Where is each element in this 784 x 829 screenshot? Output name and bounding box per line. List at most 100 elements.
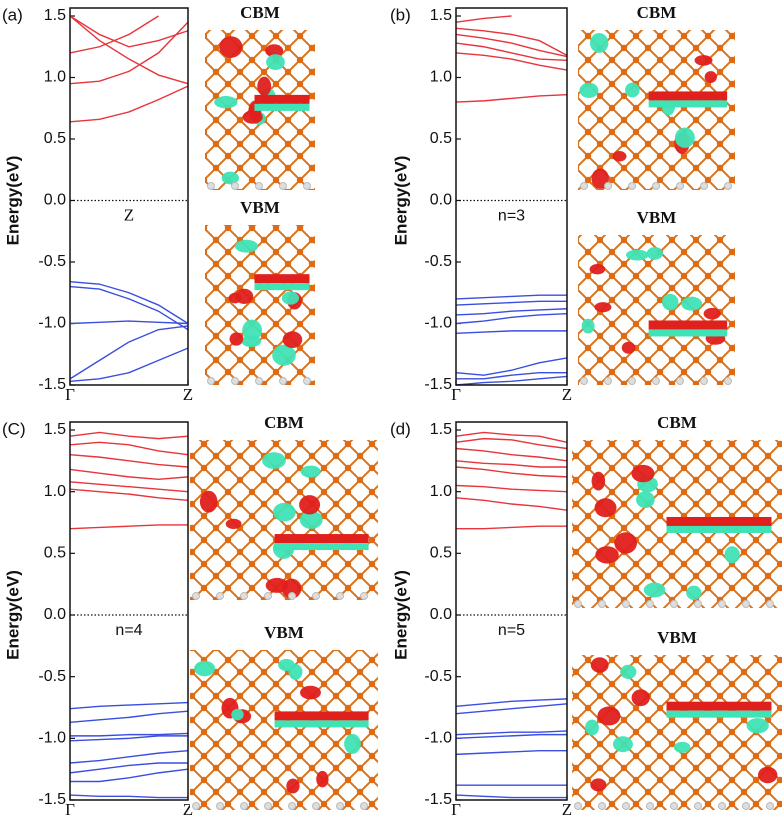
image-label: VBM — [637, 208, 677, 227]
charge-blob — [581, 318, 595, 334]
band-line — [69, 347, 189, 383]
band-line — [455, 484, 568, 493]
hydrogen-atom — [192, 592, 200, 600]
charge-band — [648, 100, 728, 108]
y-tick-label: 1.0 — [44, 483, 66, 500]
hydrogen-atom — [598, 600, 606, 608]
hydrogen-atom — [312, 592, 320, 600]
hydrogen-atom — [646, 802, 654, 810]
charge-blob — [219, 36, 243, 58]
x-tick-label: Γ — [451, 800, 461, 819]
charge-band — [666, 525, 772, 533]
band-line — [455, 312, 568, 325]
band-line — [455, 749, 567, 756]
y-tick-label: 0.0 — [44, 606, 66, 623]
charge-band — [648, 329, 728, 337]
hydrogen-atom — [288, 592, 296, 600]
band-line — [69, 15, 159, 54]
hydrogen-atom — [303, 377, 311, 385]
hydrogen-atom — [255, 182, 263, 190]
hydrogen-atom — [192, 802, 200, 810]
hydrogen-atom — [312, 802, 320, 810]
charge-blob — [585, 719, 599, 736]
hydrogen-atom — [207, 377, 215, 385]
charge-band — [648, 91, 728, 101]
charge-blob — [231, 708, 244, 721]
band-line — [455, 733, 567, 740]
hydrogen-atom — [360, 592, 368, 600]
hydrogen-atom — [604, 377, 612, 385]
charge-blob — [758, 766, 778, 784]
y-tick-label: -0.5 — [38, 253, 66, 270]
band-line — [455, 33, 568, 58]
charge-band — [648, 320, 728, 330]
band-line — [69, 794, 188, 799]
charge-blob — [589, 32, 609, 53]
y-tick-label: -1.0 — [38, 730, 66, 747]
hydrogen-atom — [724, 377, 732, 385]
charge-blob — [225, 518, 242, 530]
panel-label: (C) — [2, 419, 26, 438]
x-tick-label: Z — [183, 385, 193, 404]
charge-blob — [262, 452, 286, 469]
y-tick-label: -1.5 — [38, 791, 66, 808]
charge-blob — [590, 778, 607, 792]
band-line — [455, 437, 568, 450]
hydrogen-atom — [207, 182, 215, 190]
charge-blob — [591, 168, 609, 189]
y-tick-label: -1.5 — [424, 376, 452, 393]
charge-band — [274, 711, 369, 721]
hydrogen-atom — [652, 377, 660, 385]
y-tick-label: 0.0 — [44, 192, 66, 209]
hydrogen-atom — [240, 592, 248, 600]
charge-blob — [344, 733, 361, 754]
y-tick-label: 0.5 — [44, 545, 66, 562]
y-tick-label: -0.5 — [38, 668, 66, 685]
plot-frame — [455, 421, 568, 801]
image-label: CBM — [240, 3, 280, 22]
charge-blob — [235, 288, 254, 304]
charge-blob — [214, 96, 238, 109]
hydrogen-atom — [646, 600, 654, 608]
charge-band — [274, 534, 369, 544]
charge-band — [666, 701, 772, 711]
band-line — [69, 453, 189, 468]
charge-blob — [300, 685, 321, 700]
y-tick-label: 1.5 — [44, 7, 66, 24]
hydrogen-atom — [628, 377, 636, 385]
charge-blob — [620, 664, 637, 679]
charge-blob — [631, 689, 650, 707]
y-axis-label: Energy(eV) — [391, 570, 410, 660]
hydrogen-atom — [598, 802, 606, 810]
y-tick-label: -1.0 — [424, 730, 452, 747]
charge-blob — [625, 249, 649, 261]
band-line — [69, 15, 189, 85]
image-label: CBM — [657, 413, 697, 432]
charge-blob — [590, 657, 609, 673]
x-tick-label: Z — [562, 800, 572, 819]
band-line — [456, 372, 567, 380]
charge-blob — [612, 736, 633, 753]
hydrogen-atom — [718, 802, 726, 810]
charge-blob — [242, 110, 263, 124]
band-line — [70, 732, 189, 737]
band-line — [455, 330, 567, 335]
charge-blob — [579, 82, 599, 99]
band-line — [69, 320, 189, 325]
hydrogen-atom — [580, 377, 588, 385]
y-tick-label: 1.0 — [430, 69, 452, 86]
band-line — [69, 280, 189, 325]
charge-blob — [194, 660, 216, 677]
image-label: VBM — [240, 198, 280, 217]
hydrogen-atom — [336, 802, 344, 810]
charge-blob — [221, 171, 240, 185]
band-line — [69, 762, 188, 774]
hydrogen-atom — [264, 592, 272, 600]
hydrogen-atom — [700, 182, 708, 190]
charge-band — [666, 516, 772, 526]
charge-density-image — [572, 655, 782, 810]
hydrogen-atom — [742, 802, 750, 810]
band-line — [455, 300, 567, 306]
charge-blob — [704, 71, 717, 83]
band-line — [69, 85, 189, 123]
